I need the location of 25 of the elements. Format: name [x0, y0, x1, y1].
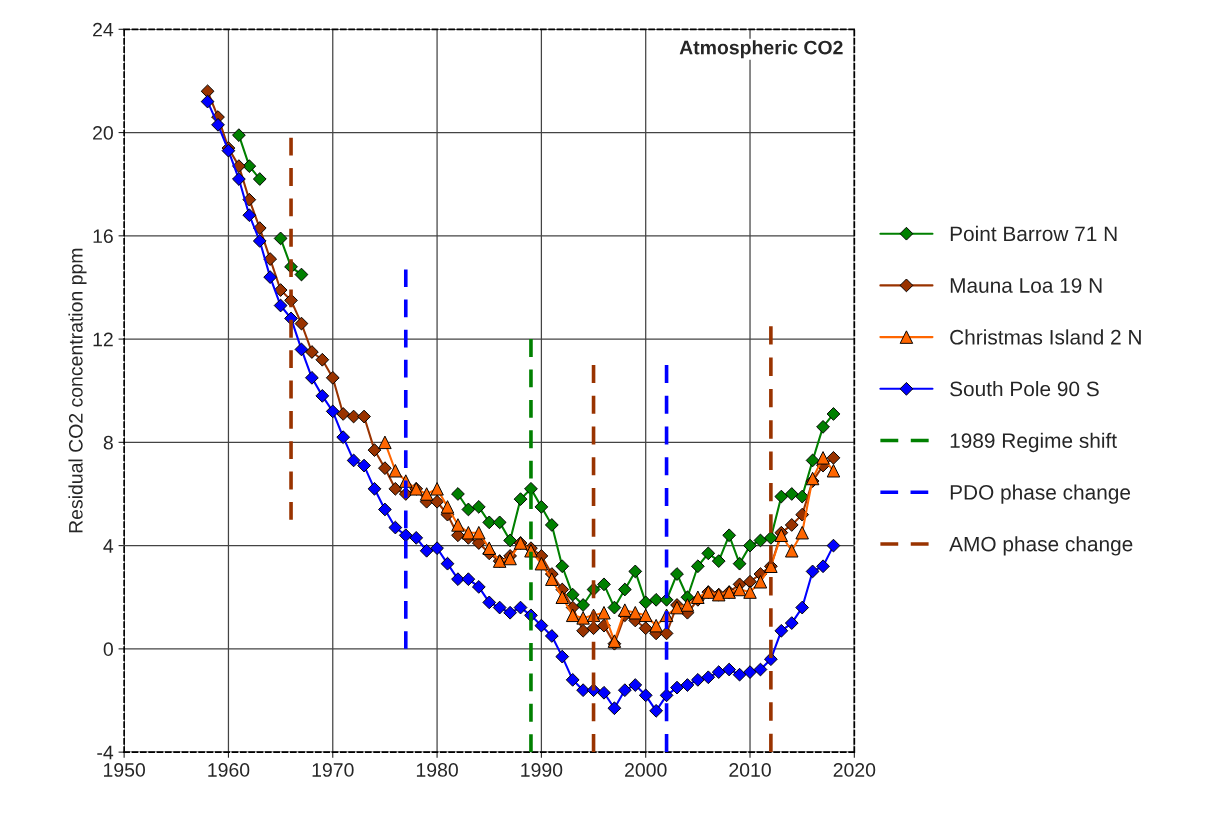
text: Atmospheric CO2 — [679, 40, 843, 59]
y-tick-label: 8 — [103, 435, 113, 450]
x-tick-label: 1970 — [312, 763, 354, 777]
x-tick-label: 1980 — [416, 763, 458, 777]
legend-label: Mauna Loa 19 N — [950, 278, 1102, 293]
legend-label: PDO phase change — [950, 484, 1131, 504]
y-tick-label: 0 — [103, 642, 113, 657]
x-tick-label: 2010 — [729, 763, 771, 777]
x-tick-label: 1950 — [103, 763, 145, 777]
legend-label: AMO phase change — [949, 536, 1133, 556]
x-tick-label: 2000 — [625, 763, 667, 777]
y-tick-label: -4 — [97, 745, 114, 760]
legend-label: Point Barrow 71 N — [950, 225, 1117, 242]
x-tick-label: 1960 — [208, 763, 250, 777]
x-tick-label: 2020 — [833, 763, 876, 777]
y-tick-label: 12 — [93, 332, 113, 347]
x-tick-label: 1990 — [521, 763, 563, 777]
legend-label: South Pole 90 S — [950, 381, 1099, 397]
y-tick-label: 24 — [93, 22, 114, 37]
y-axis-title: Residual CO2 concentration ppm — [68, 248, 87, 533]
y-tick-label: 4 — [103, 539, 114, 553]
legend-label: 1989 Regime shift — [950, 432, 1117, 453]
y-tick-label: 16 — [93, 229, 113, 244]
y-tick-label: 20 — [93, 126, 113, 140]
legend-label: Christmas Island 2 N — [950, 329, 1141, 345]
